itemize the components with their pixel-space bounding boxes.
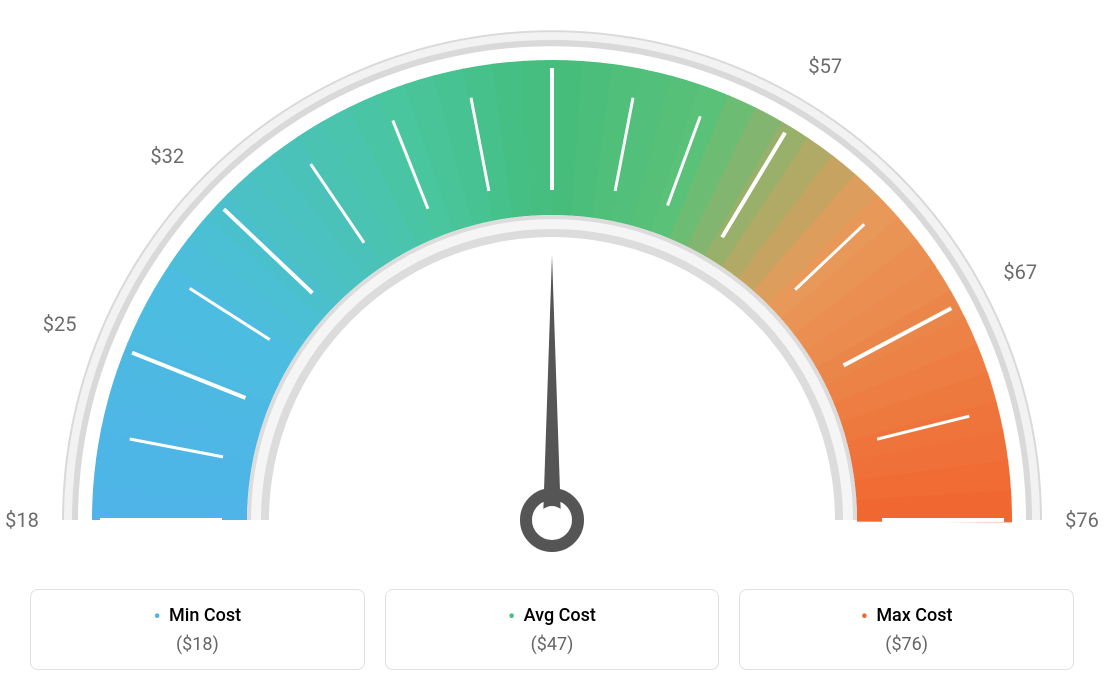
- dot-icon: •: [861, 604, 868, 628]
- legend-card-avg: • Avg Cost ($47): [385, 589, 720, 670]
- gauge-tick-label: $47: [535, 0, 569, 2]
- legend-label: Avg Cost: [524, 605, 596, 626]
- legend-label: Min Cost: [169, 605, 241, 626]
- gauge-tick-label: $25: [43, 312, 77, 336]
- dot-icon: •: [154, 604, 161, 628]
- legend-card-min: • Min Cost ($18): [30, 589, 365, 670]
- gauge-tick-label: $32: [150, 144, 184, 168]
- legend-value-min: ($18): [41, 634, 354, 655]
- legend-title-min: • Min Cost: [41, 604, 354, 628]
- legend-value-max: ($76): [750, 634, 1063, 655]
- legend-value-avg: ($47): [396, 634, 709, 655]
- legend-row: • Min Cost ($18) • Avg Cost ($47) • Max …: [0, 589, 1104, 670]
- legend-title-max: • Max Cost: [750, 604, 1063, 628]
- gauge-chart: $18 $25 $32 $47 $57 $67 $76: [0, 0, 1104, 570]
- cost-gauge-container: $18 $25 $32 $47 $57 $67 $76 • Min Cost ($18) •…: [0, 0, 1104, 690]
- gauge-tick-label: $67: [1003, 260, 1037, 284]
- dot-icon: •: [508, 604, 515, 628]
- gauge-tick-label: $18: [5, 508, 39, 532]
- gauge-tick-label: $76: [1065, 508, 1099, 532]
- legend-card-max: • Max Cost ($76): [739, 589, 1074, 670]
- legend-label: Max Cost: [876, 605, 952, 626]
- legend-title-avg: • Avg Cost: [396, 604, 709, 628]
- gauge-tick-label: $57: [808, 54, 842, 78]
